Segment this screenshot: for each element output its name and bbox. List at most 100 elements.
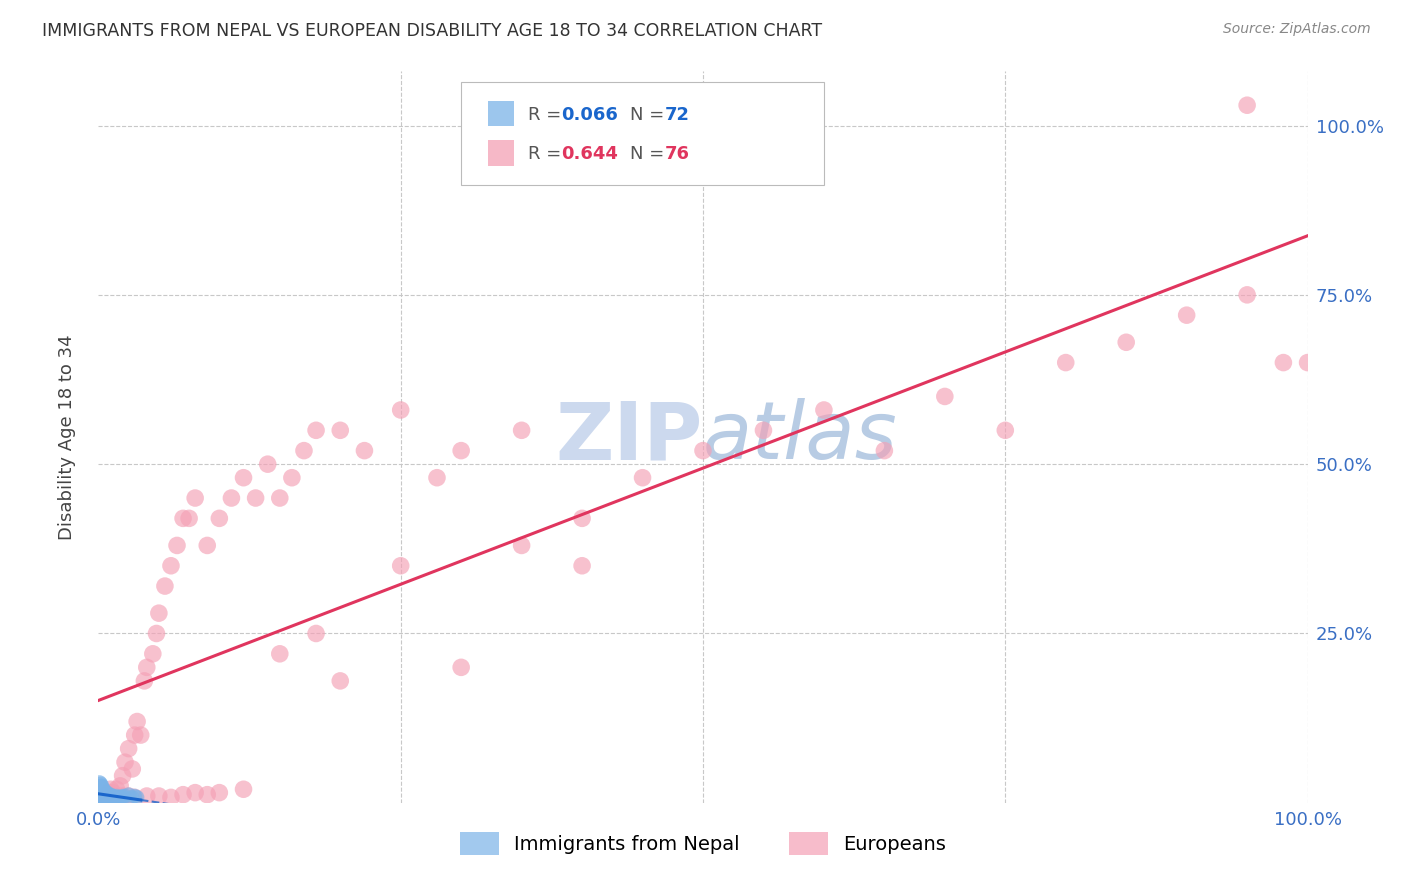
Point <box>1115 335 1137 350</box>
Text: N =: N = <box>630 145 671 163</box>
Point <box>93 792 115 806</box>
Point <box>160 790 183 805</box>
Point <box>100 790 122 805</box>
Legend: Immigrants from Nepal, Europeans: Immigrants from Nepal, Europeans <box>453 824 953 863</box>
Point <box>94 786 117 800</box>
Point <box>89 786 111 800</box>
Point <box>97 788 120 802</box>
Point <box>631 471 654 485</box>
Point <box>91 779 114 793</box>
Point <box>100 792 122 806</box>
Point <box>195 538 218 552</box>
Point <box>91 792 114 806</box>
Point <box>692 443 714 458</box>
Point <box>110 790 132 805</box>
Point <box>91 790 114 805</box>
Point <box>232 782 254 797</box>
Point <box>93 783 115 797</box>
Point <box>145 626 167 640</box>
Point <box>1272 355 1295 369</box>
Point <box>571 558 593 573</box>
Point <box>305 423 328 437</box>
Point <box>389 403 412 417</box>
Point <box>91 783 114 797</box>
Point <box>118 741 141 756</box>
Point <box>111 789 134 803</box>
Point <box>97 786 120 800</box>
Point <box>97 788 120 802</box>
Point <box>100 789 122 803</box>
Text: IMMIGRANTS FROM NEPAL VS EUROPEAN DISABILITY AGE 18 TO 34 CORRELATION CHART: IMMIGRANTS FROM NEPAL VS EUROPEAN DISABI… <box>42 22 823 40</box>
Point <box>121 790 143 805</box>
Point <box>89 775 111 789</box>
Point <box>90 782 112 797</box>
Point <box>118 789 141 803</box>
Point <box>127 714 149 729</box>
Point <box>1296 355 1319 369</box>
Point <box>91 792 114 806</box>
Point <box>101 790 124 805</box>
Text: 72: 72 <box>664 105 689 123</box>
Point <box>91 788 114 802</box>
Point <box>103 790 125 805</box>
Point <box>107 790 129 805</box>
Text: atlas: atlas <box>703 398 898 476</box>
Point <box>96 792 118 806</box>
Point <box>111 790 134 805</box>
Point <box>96 789 118 803</box>
Point <box>127 790 149 805</box>
Point <box>91 780 114 795</box>
Point <box>97 792 120 806</box>
Point <box>101 786 124 800</box>
Point <box>100 792 122 806</box>
Point <box>135 789 157 803</box>
Point <box>89 790 111 805</box>
Point <box>90 788 112 802</box>
Point <box>269 491 291 505</box>
Point <box>329 673 352 688</box>
Point <box>232 471 254 485</box>
Point <box>94 792 117 806</box>
Point <box>195 788 218 802</box>
Point <box>108 790 131 805</box>
Point <box>118 788 141 802</box>
Point <box>389 558 412 573</box>
Point <box>450 443 472 458</box>
Text: 0.644: 0.644 <box>561 145 619 163</box>
Point <box>101 789 124 803</box>
Point <box>101 792 124 806</box>
Point <box>153 579 176 593</box>
Point <box>108 779 131 793</box>
Point <box>221 491 243 505</box>
Point <box>90 792 112 806</box>
Point <box>160 558 183 573</box>
Point <box>90 779 112 793</box>
Point <box>208 786 231 800</box>
Point <box>100 789 122 803</box>
Point <box>114 789 136 803</box>
Point <box>91 788 114 802</box>
Point <box>105 790 128 805</box>
Point <box>269 647 291 661</box>
Point <box>166 538 188 552</box>
Point <box>510 423 533 437</box>
Point <box>96 788 118 802</box>
Point <box>98 789 121 803</box>
Point <box>93 789 115 803</box>
Point <box>134 673 156 688</box>
Point <box>90 790 112 805</box>
Text: ZIP: ZIP <box>555 398 703 476</box>
Point <box>124 728 146 742</box>
Point <box>571 511 593 525</box>
Point <box>94 790 117 805</box>
Point <box>184 786 207 800</box>
Text: 0.066: 0.066 <box>561 105 619 123</box>
Point <box>93 786 115 800</box>
FancyBboxPatch shape <box>488 140 515 166</box>
Point <box>256 457 278 471</box>
Point <box>510 538 533 552</box>
Point <box>292 443 315 458</box>
Point <box>89 792 111 806</box>
Point <box>114 755 136 769</box>
Point <box>1236 98 1258 112</box>
